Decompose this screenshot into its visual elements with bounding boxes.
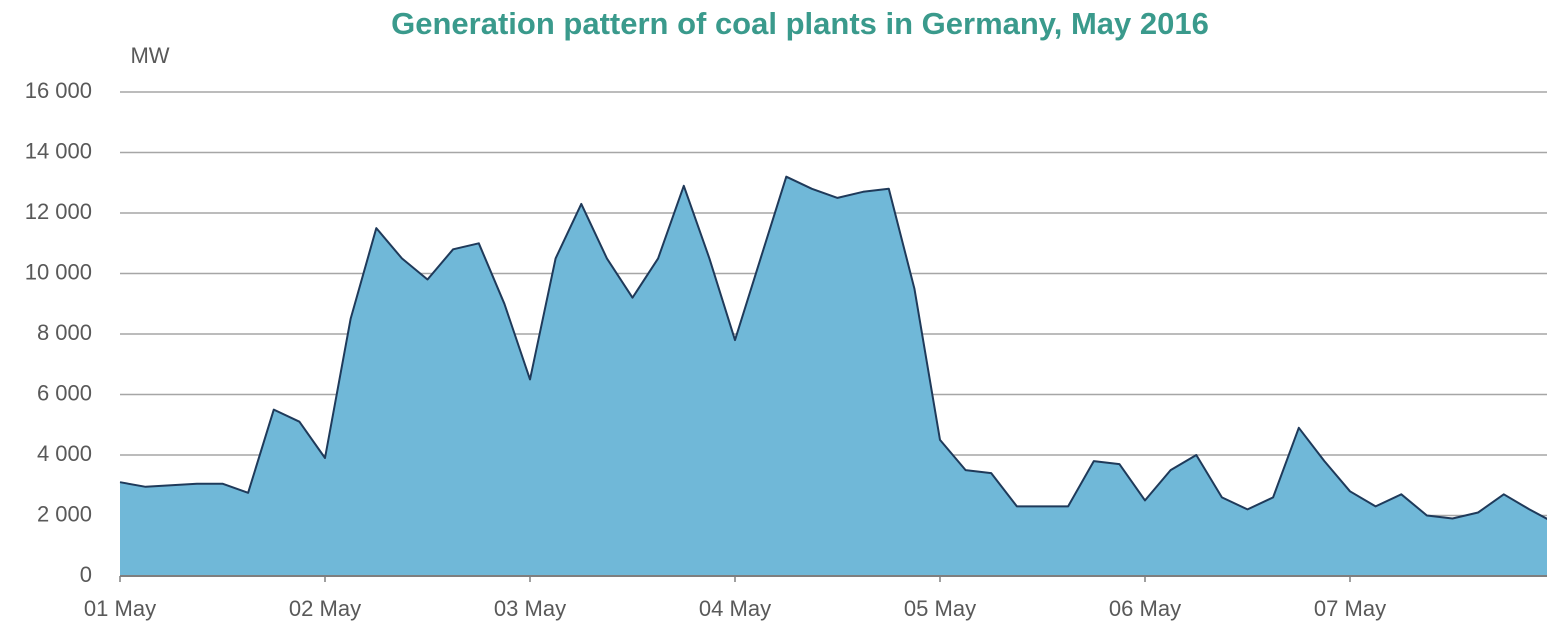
y-tick-label: 10 000 [25, 259, 92, 284]
y-tick-label: 16 000 [25, 78, 92, 103]
chart-title: Generation pattern of coal plants in Ger… [391, 6, 1209, 41]
area [120, 176, 1547, 576]
x-tick-label: 03 May [494, 596, 566, 621]
y-tick-label: 0 [80, 562, 92, 587]
y-tick-label: 4 000 [37, 441, 92, 466]
x-tick-label: 07 May [1314, 596, 1386, 621]
x-tick-label: 06 May [1109, 596, 1181, 621]
y-tick-label: 2 000 [37, 501, 92, 526]
area-line [119, 175, 1547, 520]
y-tick-label: 14 000 [25, 138, 92, 163]
x-tick-label: 04 May [699, 596, 771, 621]
y-tick-label: 6 000 [37, 380, 92, 405]
y-tick-label: 8 000 [37, 320, 92, 345]
y-tick-label: 12 000 [25, 199, 92, 224]
x-tick-label: 01 May [84, 596, 156, 621]
x-tick-label: 02 May [289, 596, 361, 621]
y-axis-label: MW [130, 43, 169, 68]
x-tick-label: 05 May [904, 596, 976, 621]
